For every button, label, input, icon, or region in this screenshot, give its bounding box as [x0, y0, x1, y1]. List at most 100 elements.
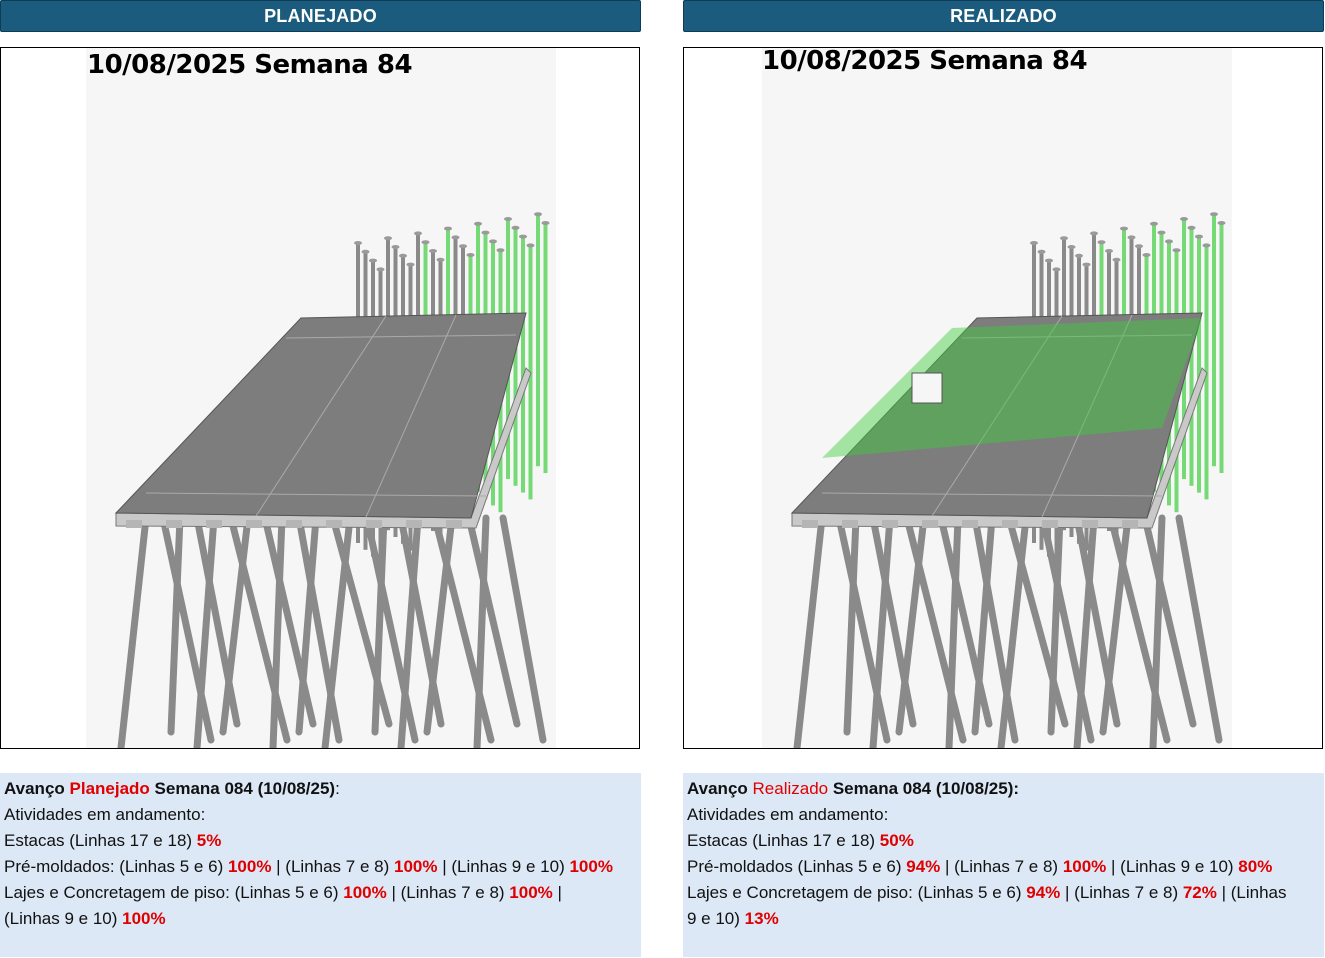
pile-cap — [206, 520, 222, 528]
inclined-pile — [193, 514, 218, 748]
pile-cap — [444, 226, 452, 231]
slab-joint — [961, 334, 1193, 339]
inclined-pile — [1141, 514, 1197, 728]
inclined-pile — [971, 514, 996, 736]
slab-joint — [1041, 314, 1133, 518]
pile — [1212, 214, 1216, 467]
pile-cap — [842, 520, 858, 528]
pile-cap — [1042, 520, 1058, 528]
pile-cap — [1135, 244, 1143, 249]
pile-cap — [436, 257, 445, 262]
planned-column: PLANEJADO 10/08/2025 Semana 84 Avanço Pl… — [0, 0, 641, 958]
inclined-pile — [1073, 514, 1098, 748]
slab-joint — [931, 315, 1063, 517]
inclined-pile — [117, 514, 150, 748]
pile-cap — [496, 248, 505, 253]
pile-cap — [1122, 520, 1138, 528]
pile — [536, 214, 540, 467]
slab-joint — [255, 315, 387, 517]
pile-cap — [1082, 262, 1091, 267]
pile-cap — [1127, 235, 1136, 240]
pile-cap — [406, 520, 422, 528]
planned-3d-model-image — [86, 48, 556, 748]
pile-cap — [1202, 243, 1211, 248]
slab-opening — [911, 372, 943, 404]
realized-3d-model-image — [762, 48, 1232, 748]
pile-cap — [481, 230, 490, 235]
planned-premoldados-line: Pré-moldados: (Linhas 5 e 6) 100% | (Lin… — [4, 857, 613, 876]
inclined-pile — [895, 514, 928, 736]
realized-estacas-line: Estacas (Linhas 17 e 18) 50% — [687, 831, 914, 850]
pile — [521, 236, 525, 493]
pile-cap — [962, 520, 978, 528]
pile-cap — [166, 520, 182, 528]
pile-cap — [354, 241, 362, 245]
pile — [1197, 236, 1201, 493]
inclined-pile — [1175, 514, 1223, 744]
pile-cap — [1217, 221, 1226, 225]
pile-cap — [421, 240, 430, 245]
realized-progress-title: Avanço Realizado Semana 084 (10/08/25): — [687, 779, 1020, 798]
pile-cap — [399, 253, 407, 258]
pile-cap — [1045, 258, 1053, 263]
inclined-pile — [269, 514, 286, 748]
pile-cap — [376, 267, 385, 272]
pile-cap — [526, 243, 535, 248]
pile-cap — [126, 520, 142, 528]
pile-cap — [1002, 520, 1018, 528]
inclined-pile — [1047, 514, 1064, 736]
pile-cap — [882, 520, 898, 528]
inclined-pile — [997, 514, 1030, 748]
pile-cap — [1097, 240, 1106, 245]
pile-cap — [1172, 248, 1181, 253]
in-progress-overlay — [822, 318, 1202, 458]
pile-cap — [504, 217, 512, 221]
pile-cap — [534, 212, 542, 217]
pile-cap — [1030, 241, 1038, 245]
pile — [1189, 227, 1194, 486]
pile-cap — [459, 244, 467, 249]
planned-lajes-line: Lajes e Concretagem de piso: (Linhas 5 e… — [4, 883, 562, 902]
planned-date-label: 10/08/2025 Semana 84 — [87, 50, 413, 80]
pile — [1219, 223, 1224, 473]
inclined-pile — [423, 514, 456, 736]
pile-cap — [1120, 226, 1128, 231]
pile-cap — [1067, 245, 1076, 249]
pile — [513, 227, 518, 486]
inclined-pile — [945, 514, 962, 748]
pile-cap — [1195, 234, 1203, 239]
slab-joint — [145, 492, 487, 497]
inclined-pile — [167, 514, 184, 736]
planned-estacas-line: Estacas (Linhas 17 e 18) 5% — [4, 831, 222, 850]
realized-model-view: 10/08/2025 Semana 84 — [683, 47, 1323, 749]
pile-cap — [1210, 212, 1218, 217]
inclined-pile — [371, 514, 388, 736]
pile-cap — [474, 221, 482, 226]
planned-model-view: 10/08/2025 Semana 84 — [0, 47, 640, 749]
pile-cap — [1157, 230, 1166, 235]
inclined-pile — [843, 514, 860, 736]
pile-cap — [922, 520, 938, 528]
inclined-pile — [219, 514, 252, 736]
pile-cap — [369, 258, 377, 263]
pile-cap — [366, 520, 382, 528]
pile-cap — [1142, 253, 1151, 257]
realized-premoldados-line: Pré-moldados (Linhas 5 e 6) 94% | (Linha… — [687, 857, 1273, 876]
inclined-pile — [869, 514, 894, 748]
pile-cap — [466, 253, 475, 257]
pile-cap — [802, 520, 818, 528]
pile-cap — [429, 249, 437, 253]
pile-cap — [446, 520, 462, 528]
pile-cap — [384, 236, 392, 241]
pile-cap — [451, 235, 460, 240]
inclined-pile — [473, 514, 490, 748]
realized-lajes-line-continued: 9 e 10) 13% — [687, 909, 779, 928]
realized-activities-label: Atividades em andamento: — [687, 805, 889, 824]
inclined-pile — [321, 514, 354, 748]
pile-cap — [1165, 239, 1173, 244]
inclined-pile — [397, 514, 422, 748]
pile-cap — [286, 520, 302, 528]
planned-progress-panel: Avanço Planejado Semana 084 (10/08/25): … — [0, 773, 641, 957]
pile-cap — [1180, 217, 1188, 221]
inclined-pile — [1149, 514, 1166, 748]
